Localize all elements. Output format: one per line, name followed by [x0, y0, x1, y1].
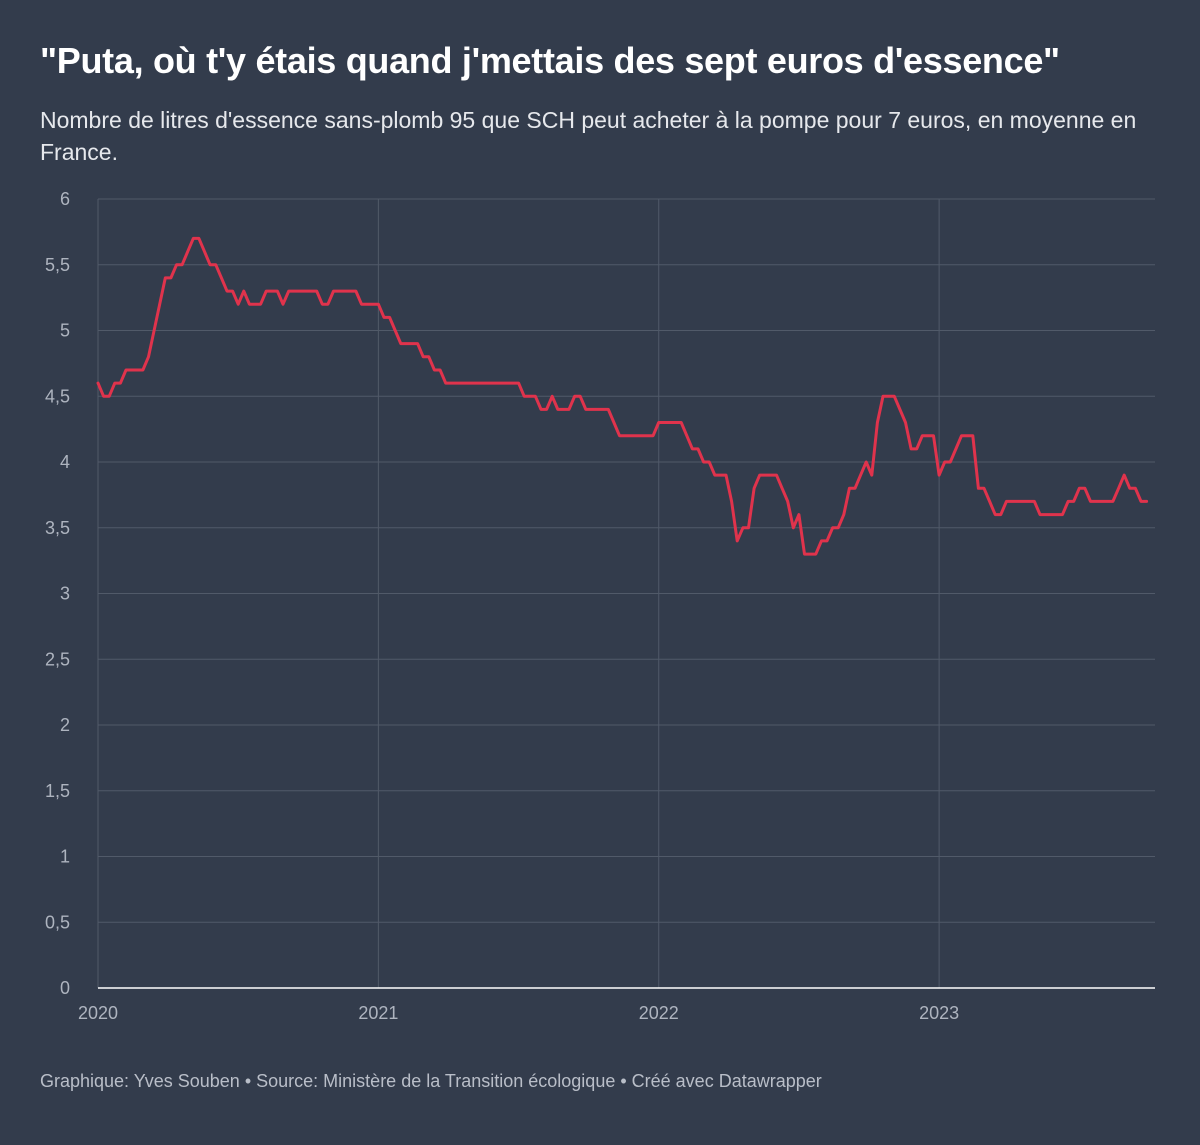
y-tick-label: 3: [60, 584, 70, 604]
chart-title: "Puta, où t'y étais quand j'mettais des …: [40, 40, 1060, 81]
y-tick-label: 2: [60, 715, 70, 735]
chart-subtitle: Nombre de litres d'essence sans-plomb 95…: [40, 107, 1137, 165]
y-tick-label: 5: [60, 321, 70, 341]
y-tick-label: 2,5: [45, 649, 70, 669]
x-tick-label: 2023: [919, 1003, 959, 1023]
x-tick-label: 2021: [358, 1003, 398, 1023]
footer-separator-1: •: [239, 1071, 257, 1091]
series-line-layer: [96, 236, 1149, 556]
y-tick-label: 5,5: [45, 255, 70, 275]
footer-tool: Créé avec Datawrapper: [631, 1071, 822, 1091]
x-tick-label: 2020: [78, 1003, 118, 1023]
y-tick-label: 0: [60, 978, 70, 998]
x-axis-tick-labels: 2020 2021 2022 2023: [78, 1003, 959, 1023]
y-tick-label: 6: [60, 189, 70, 209]
y-tick-label: 3,5: [45, 518, 70, 538]
y-tick-label: 1: [60, 847, 70, 867]
y-tick-label: 4,5: [45, 386, 70, 406]
y-tick-label: 0,5: [45, 912, 70, 932]
footer-source: Source: Ministère de la Transition écolo…: [256, 1071, 616, 1091]
y-axis-tick-labels: 0 0,5 1 1,5 2 2,5 3 3,5 4 4,5 5 5,5 6: [45, 189, 70, 998]
footer-credit: Graphique: Yves Souben: [40, 1071, 240, 1091]
y-tick-label: 4: [60, 452, 70, 472]
y-tick-label: 1,5: [45, 781, 70, 801]
chart-footer: Graphique: Yves Souben • Source: Ministè…: [40, 1071, 822, 1092]
footer-separator-2: •: [615, 1071, 632, 1091]
series-line: [96, 236, 1149, 556]
gridlines: [97, 198, 1155, 988]
x-tick-label: 2022: [639, 1003, 679, 1023]
